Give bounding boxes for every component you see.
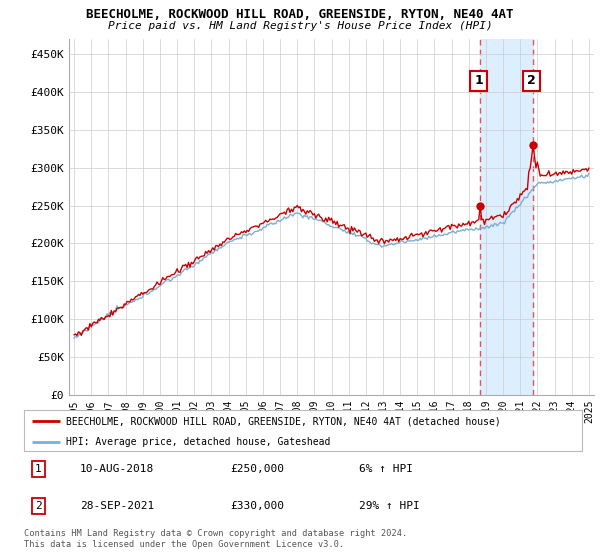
Text: 1: 1 (35, 464, 42, 474)
Text: 29% ↑ HPI: 29% ↑ HPI (359, 501, 419, 511)
Text: 2: 2 (35, 501, 42, 511)
Text: BEECHOLME, ROCKWOOD HILL ROAD, GREENSIDE, RYTON, NE40 4AT: BEECHOLME, ROCKWOOD HILL ROAD, GREENSIDE… (86, 8, 514, 21)
Bar (480, 39, 533, 395)
Text: Price paid vs. HM Land Registry's House Price Index (HPI): Price paid vs. HM Land Registry's House … (107, 21, 493, 31)
Text: 10-AUG-2018: 10-AUG-2018 (80, 464, 154, 474)
Text: HPI: Average price, detached house, Gateshead: HPI: Average price, detached house, Gate… (66, 437, 330, 447)
Text: 28-SEP-2021: 28-SEP-2021 (80, 501, 154, 511)
Text: £330,000: £330,000 (230, 501, 284, 511)
Text: BEECHOLME, ROCKWOOD HILL ROAD, GREENSIDE, RYTON, NE40 4AT (detached house): BEECHOLME, ROCKWOOD HILL ROAD, GREENSIDE… (66, 417, 500, 426)
Text: 2: 2 (527, 74, 536, 87)
Text: £250,000: £250,000 (230, 464, 284, 474)
Text: 6% ↑ HPI: 6% ↑ HPI (359, 464, 413, 474)
Text: 1: 1 (474, 74, 483, 87)
Text: Contains HM Land Registry data © Crown copyright and database right 2024.
This d: Contains HM Land Registry data © Crown c… (24, 529, 407, 549)
